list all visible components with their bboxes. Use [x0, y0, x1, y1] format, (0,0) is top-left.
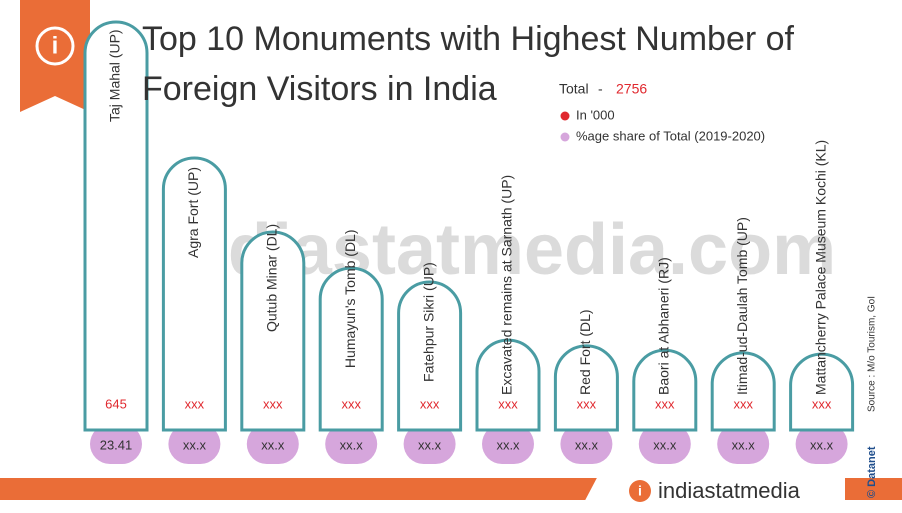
share-pill	[560, 424, 613, 464]
bar	[475, 338, 541, 432]
category-label: Mattancherry Palace Museum Kochi (KL)	[812, 140, 828, 395]
bar	[710, 351, 776, 432]
info-icon	[35, 26, 75, 66]
total-dash: -	[598, 81, 603, 97]
bar	[397, 280, 463, 432]
legend-marker	[560, 132, 570, 142]
category-label: Humayun's Tomb (DL)	[342, 229, 358, 368]
category-label: Agra Fort (UP)	[185, 167, 201, 258]
share-pill	[403, 424, 456, 464]
share-label: xx.x	[340, 437, 364, 452]
share-label: 23.41	[100, 437, 133, 452]
value-label: xxx	[341, 396, 361, 411]
value-label: xxx	[812, 396, 832, 411]
category-label: Red Fort (DL)	[577, 309, 593, 395]
value-label: xxx	[420, 396, 440, 411]
share-pill	[638, 424, 691, 464]
share-pill	[90, 424, 142, 464]
share-label: xx.x	[653, 437, 677, 452]
bar	[83, 20, 149, 432]
value-label: xxx	[185, 396, 205, 411]
info-icon-letter: i	[52, 32, 59, 59]
share-pill	[168, 424, 221, 464]
share-pill	[795, 424, 848, 464]
legend-label: %age share of Total (2019-2020)	[576, 128, 765, 143]
total-label: Total	[559, 81, 589, 97]
category-label: Fatehpur Sikri (UP)	[420, 262, 436, 382]
share-label: xx.x	[496, 437, 520, 452]
bar	[318, 266, 384, 432]
bar	[632, 348, 698, 432]
credit: © Datanet	[866, 446, 878, 498]
category-label: Excavated remains at Sarnath (UP)	[499, 175, 515, 395]
value-label: xxx	[263, 396, 283, 411]
value-label: xxx	[498, 396, 518, 411]
footer-logo: indiastatmedia	[658, 478, 801, 503]
category-label: Taj Mahal (UP)	[107, 29, 123, 122]
value-label: 645	[105, 396, 127, 411]
logo-icon	[629, 480, 651, 502]
total-value: 2756	[616, 81, 647, 97]
share-label: xx.x	[732, 437, 756, 452]
share-label: xx.x	[183, 437, 207, 452]
value-label: xxx	[577, 396, 597, 411]
logo-icon-letter: i	[638, 483, 642, 499]
legend-marker	[560, 111, 570, 121]
banner	[20, 0, 90, 112]
share-label: xx.x	[261, 437, 285, 452]
category-label: Baori at Abhaneri (RJ)	[656, 257, 672, 395]
value-label: xxx	[655, 396, 675, 411]
value-label: xxx	[733, 396, 753, 411]
chart-title: Top 10 Monuments with Highest Number of …	[142, 20, 794, 108]
share-pill	[246, 424, 299, 464]
share-label: xx.x	[810, 437, 834, 452]
share-pill	[325, 424, 378, 464]
bar	[161, 156, 227, 432]
category-label: Itimad-ud-Daulah Tomb (UP)	[734, 217, 750, 395]
category-label: Qutub Minar (DL)	[264, 224, 280, 332]
share-label: xx.x	[575, 437, 599, 452]
bar	[789, 352, 855, 432]
legend-label: In '000	[576, 107, 615, 122]
share-pill	[482, 424, 534, 464]
source: Source : M/o Tourism, GoI	[867, 296, 878, 412]
share-label: xx.x	[418, 437, 442, 452]
share-pill	[717, 424, 770, 464]
footer-logo-box	[580, 472, 845, 510]
bar	[553, 344, 619, 432]
bar	[240, 230, 306, 432]
